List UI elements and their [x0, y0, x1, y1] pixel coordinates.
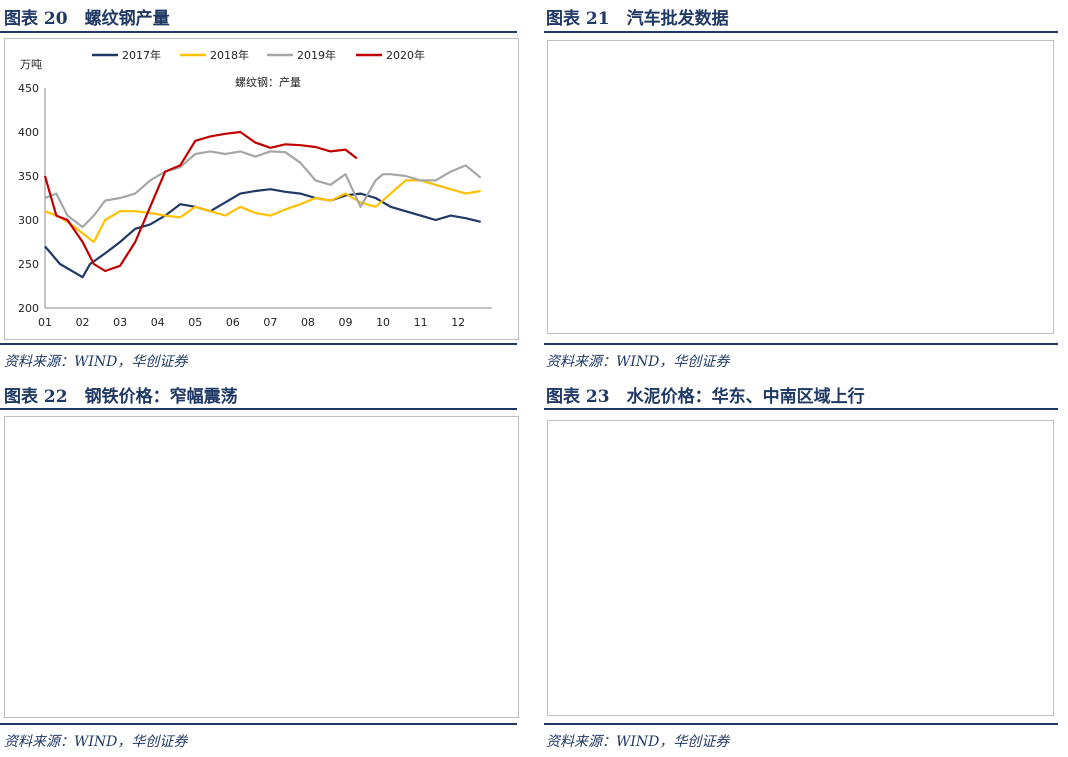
chart20-legend-label-3: 2020年 [386, 48, 425, 62]
chart20-xtick: 01 [38, 316, 52, 329]
chart22-title: 图表 22 钢铁价格：窄幅震荡 [4, 387, 238, 407]
chart20-xtick: 04 [151, 316, 165, 329]
chart23-frame [547, 420, 1054, 716]
chart21-bottom-rule [544, 343, 1058, 345]
chart20-xtick: 06 [226, 316, 240, 329]
chart21-top-rule [544, 31, 1058, 33]
chart20-legend-label-2: 2019年 [297, 48, 336, 62]
chart20-series-1 [44, 179, 481, 244]
chart20-xtick: 10 [376, 316, 390, 329]
chart20-xtick: 12 [451, 316, 465, 329]
chart20-xtick: 08 [301, 316, 315, 329]
chart23-title: 图表 23 水泥价格：华东、中南区域上行 [546, 387, 865, 407]
chart20-ytick: 450 [18, 82, 39, 95]
chart20-xtick: 05 [188, 316, 202, 329]
chart20-ytick: 350 [18, 170, 39, 183]
chart20-legend-label-0: 2017年 [122, 48, 161, 62]
chart21-frame [547, 40, 1054, 334]
chart20-legend-label-1: 2018年 [210, 48, 249, 62]
chart20-series-0 [44, 188, 481, 279]
chart23-bottom-rule [544, 723, 1058, 725]
chart20-unit: 万吨 [20, 58, 42, 71]
chart20-xtick: 02 [76, 316, 90, 329]
chart20-source: 资料来源：WIND，华创证券 [4, 354, 188, 370]
chart20-ytick: 250 [18, 258, 39, 271]
chart20-xtick: 07 [263, 316, 277, 329]
chart20-bottom-rule [0, 343, 517, 345]
chart20-xtick: 03 [113, 316, 127, 329]
chart20-inner-title: 螺纹钢：产量 [235, 75, 301, 89]
chart22-source: 资料来源：WIND，华创证券 [4, 734, 188, 750]
chart20-series-2 [44, 150, 482, 229]
chart20-series-3 [43, 130, 358, 273]
chart20-title: 图表 20 螺纹钢产量 [4, 9, 170, 29]
chart20-top-rule [0, 31, 517, 33]
chart22-bottom-rule [0, 723, 517, 725]
chart20-ytick: 300 [18, 214, 39, 227]
chart20-xtick: 09 [339, 316, 353, 329]
chart20-xtick: 11 [414, 316, 428, 329]
chart20-ytick: 200 [18, 302, 39, 315]
chart23-source: 资料来源：WIND，华创证券 [546, 734, 730, 750]
chart20-ytick: 400 [18, 126, 39, 139]
chart22-top-rule [0, 408, 517, 410]
chart22-frame [4, 416, 519, 718]
chart21-source: 资料来源：WIND，华创证券 [546, 354, 730, 370]
chart23-top-rule [544, 408, 1058, 410]
chart20-frame [4, 38, 519, 340]
chart21-title: 图表 21 汽车批发数据 [546, 9, 729, 29]
